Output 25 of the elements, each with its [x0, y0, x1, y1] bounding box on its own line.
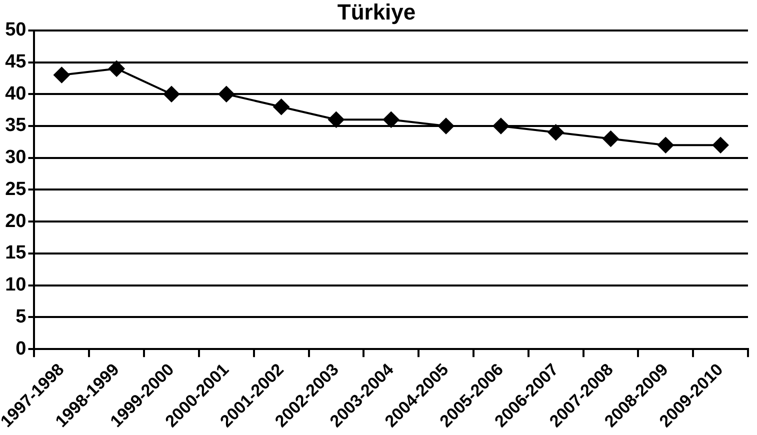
y-tick-label: 50 — [5, 20, 26, 41]
y-tick-label: 25 — [5, 178, 27, 200]
point — [218, 86, 234, 102]
point — [273, 98, 290, 115]
y-tick-label: 10 — [5, 274, 26, 296]
y-tick-label: 20 — [5, 210, 26, 232]
chart-title: Türkiye — [337, 0, 416, 24]
y-tick-label: 15 — [5, 242, 27, 264]
point — [438, 118, 454, 134]
point — [658, 137, 674, 154]
point — [328, 112, 344, 128]
y-tick-label: 40 — [5, 83, 26, 104]
point — [712, 137, 729, 154]
point — [548, 124, 564, 140]
y-tick-label: 45 — [5, 52, 27, 73]
point — [602, 130, 619, 147]
point — [492, 118, 509, 134]
y-tick-label: 30 — [5, 147, 26, 168]
y-tick-label: 35 — [5, 115, 27, 136]
y-tick-label: 0 — [16, 338, 26, 360]
point — [383, 112, 400, 128]
point — [108, 60, 125, 77]
point — [163, 86, 180, 102]
y-tick-label: 5 — [16, 306, 27, 328]
point — [54, 67, 70, 84]
